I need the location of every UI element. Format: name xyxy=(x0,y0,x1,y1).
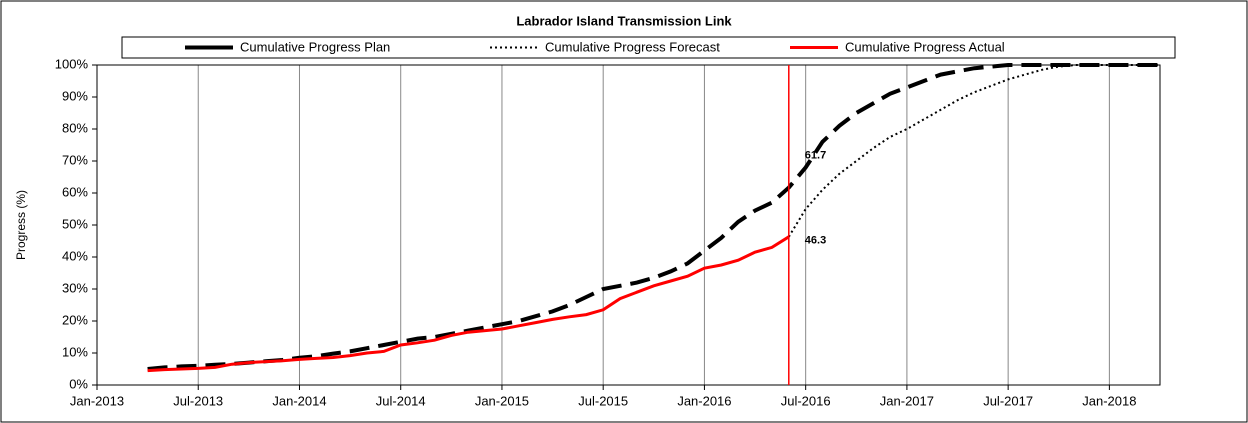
x-tick-label: Jan-2018 xyxy=(1082,393,1136,408)
y-tick-label: 50% xyxy=(62,216,88,231)
legend-box xyxy=(121,36,1176,59)
legend-label: Cumulative Progress Actual xyxy=(845,39,1005,54)
x-tick-label: Jul-2013 xyxy=(173,393,223,408)
legend-label: Cumulative Progress Forecast xyxy=(545,39,720,54)
y-tick-label: 40% xyxy=(62,248,88,263)
y-axis-label: Progress (%) xyxy=(14,190,28,260)
data-label: 61.7 xyxy=(805,149,826,161)
plot-frame xyxy=(96,64,1161,386)
y-tick-label: 10% xyxy=(62,344,88,359)
series-line xyxy=(787,64,1160,238)
y-tick-label: 100% xyxy=(55,56,89,71)
y-tick-label: 30% xyxy=(62,280,88,295)
y-tick-label: 90% xyxy=(62,88,88,103)
x-tick-label: Jan-2014 xyxy=(272,393,326,408)
y-tick-label: 20% xyxy=(62,312,88,327)
x-tick-label: Jul-2017 xyxy=(983,393,1033,408)
x-tick-label: Jul-2016 xyxy=(781,393,831,408)
chart-title: Labrador Island Transmission Link xyxy=(516,13,732,28)
x-tick-label: Jan-2016 xyxy=(677,393,731,408)
x-tick-label: Jan-2013 xyxy=(70,393,124,408)
y-tick-label: 70% xyxy=(62,152,88,167)
data-label: 46.3 xyxy=(805,235,826,247)
x-tick-label: Jan-2015 xyxy=(475,393,529,408)
y-tick-label: 0% xyxy=(69,376,88,391)
x-tick-label: Jul-2015 xyxy=(578,393,628,408)
y-tick-label: 60% xyxy=(62,184,88,199)
series-line xyxy=(147,235,790,373)
x-tick-label: Jul-2014 xyxy=(376,393,426,408)
legend-label: Cumulative Progress Plan xyxy=(240,39,390,54)
y-tick-label: 80% xyxy=(62,120,88,135)
x-tick-label: Jan-2017 xyxy=(880,393,934,408)
